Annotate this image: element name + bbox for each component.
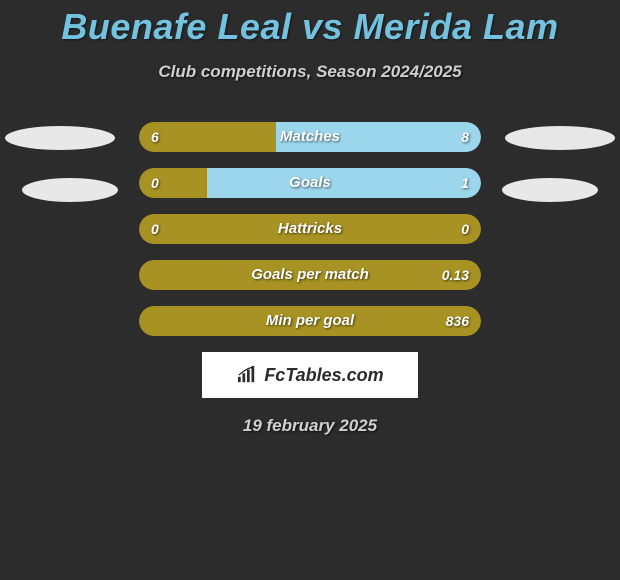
chart-row: 0Hattricks0 (139, 214, 481, 244)
comparison-chart: 6Matches80Goals10Hattricks0Goals per mat… (0, 122, 620, 336)
row-label: Goals (139, 168, 481, 198)
chart-row: 6Matches8 (139, 122, 481, 152)
chart-icon (236, 366, 258, 384)
row-label: Min per goal (139, 306, 481, 336)
value-right: 0.13 (442, 260, 469, 290)
value-right: 8 (461, 122, 469, 152)
brand-box: FcTables.com (202, 352, 418, 398)
brand-text: FcTables.com (264, 365, 383, 386)
player1-badge-matches (5, 126, 115, 150)
value-right: 0 (461, 214, 469, 244)
player1-badge-goals (22, 178, 118, 202)
row-label: Hattricks (139, 214, 481, 244)
player2-badge-goals (502, 178, 598, 202)
chart-rows: 6Matches80Goals10Hattricks0Goals per mat… (139, 122, 481, 336)
chart-row: 0Goals1 (139, 168, 481, 198)
page-title: Buenafe Leal vs Merida Lam (0, 0, 620, 48)
snapshot-date: 19 february 2025 (0, 416, 620, 436)
player2-badge-matches (505, 126, 615, 150)
value-right: 1 (461, 168, 469, 198)
chart-row: Min per goal836 (139, 306, 481, 336)
row-label: Matches (139, 122, 481, 152)
row-label: Goals per match (139, 260, 481, 290)
page-subtitle: Club competitions, Season 2024/2025 (0, 62, 620, 82)
value-right: 836 (446, 306, 469, 336)
chart-row: Goals per match0.13 (139, 260, 481, 290)
